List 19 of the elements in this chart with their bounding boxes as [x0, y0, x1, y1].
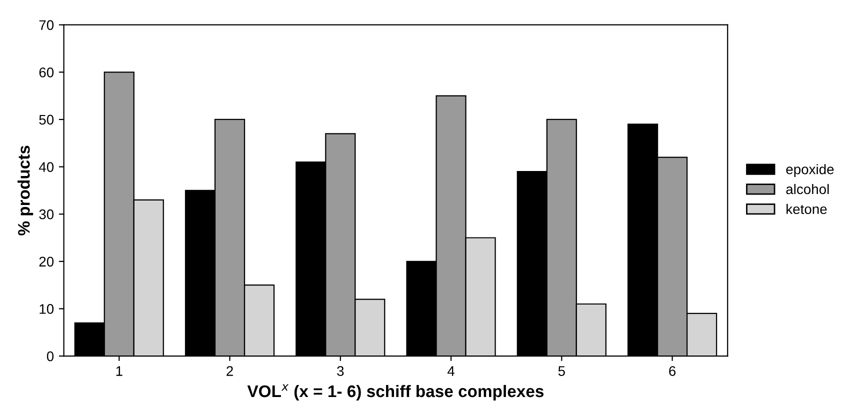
y-tick-label: 10: [40, 304, 54, 314]
x-axis-title: VOL$^{x}$ (x = 1- 6) schiff base complexes: [247, 384, 544, 400]
x-tick-label: 2: [226, 366, 233, 376]
x-tick-label: 3: [337, 366, 344, 376]
y-tick-label: 20: [39, 256, 54, 267]
y-tick-label: 60: [39, 67, 54, 78]
x-tick-label: 5: [558, 366, 565, 376]
y-tick-label: 70: [39, 20, 54, 30]
y-tick-label: 30: [39, 209, 54, 220]
y-tick-label: 50: [39, 114, 54, 125]
y-tick-label: 0: [46, 351, 54, 362]
y-tick-label: 40: [38, 162, 54, 172]
x-tick-label: 4: [447, 366, 454, 376]
x-tick-label: 1: [116, 366, 122, 376]
legend-label: ketone: [786, 204, 827, 214]
y-axis-title: % products: [18, 146, 34, 236]
x-tick-label: 6: [669, 366, 676, 376]
legend-label: epoxide: [786, 164, 834, 178]
legend-label: alcohol: [786, 184, 829, 194]
